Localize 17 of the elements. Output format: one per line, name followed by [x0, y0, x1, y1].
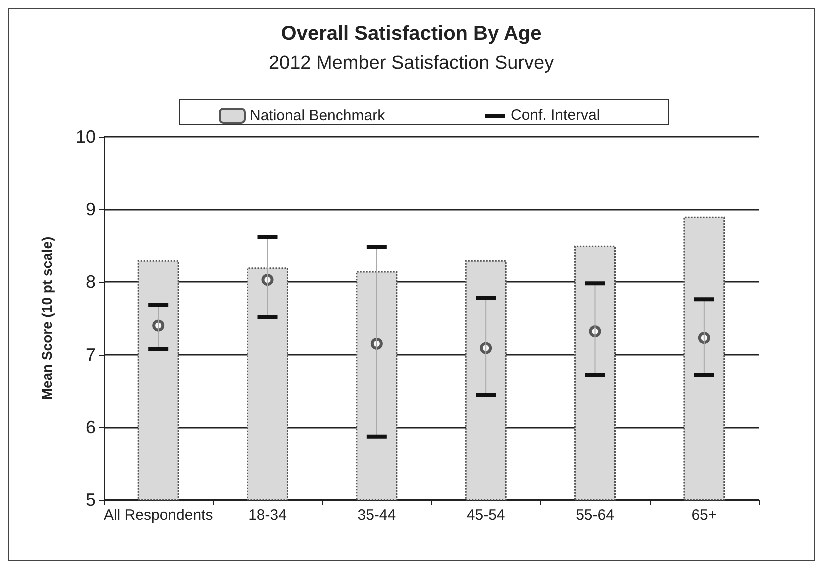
x-tick-label: 35-44 — [358, 507, 396, 524]
y-tick-label: 8 — [86, 272, 96, 292]
legend-label: National Benchmark — [250, 108, 386, 124]
y-tick-label: 6 — [86, 417, 96, 438]
y-axis-title: Mean Score (10 pt scale) — [39, 236, 55, 400]
x-tick-label: 55-64 — [576, 507, 614, 524]
x-tick-label: 18-34 — [248, 507, 287, 524]
y-tick-label: 7 — [86, 344, 96, 365]
y-tick-label: 10 — [76, 127, 96, 147]
x-tick-label: 45-54 — [466, 507, 506, 524]
y-tick-label: 9 — [86, 200, 96, 220]
chart-title: Overall Satisfaction By Age — [281, 23, 542, 45]
text: Conf. Interval — [511, 107, 600, 124]
x-tick-label: 65+ — [692, 507, 718, 524]
y-tick-label: 5 — [86, 490, 96, 510]
x-tick-label: All Respondents — [104, 507, 214, 524]
chart-subtitle: 2012 Member Satisfaction Survey — [268, 53, 555, 74]
